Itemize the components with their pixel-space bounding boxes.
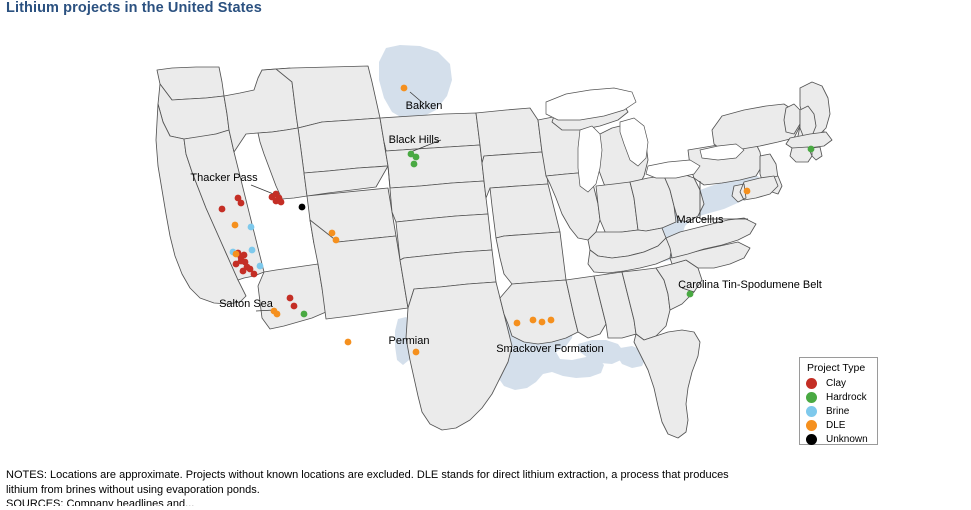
project-marker-brine[interactable] [248, 246, 256, 254]
project-marker-dle[interactable] [538, 318, 546, 326]
state-nebraska [387, 165, 489, 223]
project-marker-dle[interactable] [513, 319, 521, 327]
lake-huron [619, 117, 649, 167]
project-marker-dle[interactable] [344, 338, 352, 346]
project-marker-dle[interactable] [743, 187, 751, 195]
state-maryland [731, 175, 779, 203]
project-marker-clay[interactable] [250, 270, 258, 278]
project-marker-clay[interactable] [240, 251, 248, 259]
page-title: Lithium projects in the United States [6, 0, 262, 16]
legend-item-label: DLE [826, 419, 846, 431]
state-utah [257, 127, 308, 200]
project-marker-clay[interactable] [286, 294, 294, 302]
state-louisiana [499, 279, 579, 345]
state-texas [405, 281, 513, 431]
legend-item-label: Brine [826, 405, 850, 417]
legend-item-hardrock[interactable]: Hardrock [806, 390, 872, 404]
project-marker-dle[interactable] [529, 316, 537, 324]
notes-line-2: lithium from brines without using evapor… [6, 483, 260, 496]
legend-item-label: Hardrock [826, 391, 867, 403]
project-marker-hardrock[interactable] [407, 150, 415, 158]
legend-item-label: Unknown [826, 433, 868, 445]
circle-marker-icon [806, 391, 817, 403]
state-missouri [489, 183, 561, 239]
legend-title: Project Type [807, 362, 866, 374]
lake-michigan [577, 125, 603, 193]
project-marker-hardrock[interactable] [807, 145, 815, 153]
state-rhodeisland [811, 146, 823, 161]
state-boundaries-layer [155, 65, 833, 439]
project-marker-hardrock[interactable] [686, 290, 694, 298]
project-marker-dle[interactable] [332, 236, 340, 244]
legend-item-label: Clay [826, 377, 847, 389]
project-marker-dle[interactable] [412, 348, 420, 356]
state-arkansas [495, 231, 567, 285]
project-marker-clay[interactable] [290, 302, 298, 310]
project-marker-clay[interactable] [237, 199, 245, 207]
state-massachusetts [785, 131, 833, 149]
basin-bakken [379, 45, 452, 119]
leader-thacker-pass [250, 184, 277, 196]
map-label-bakken: Bakken [406, 100, 443, 112]
project-marker-clay[interactable] [239, 267, 247, 275]
legend-item-brine[interactable]: Brine [806, 404, 872, 418]
map-label-smackover-formation: Smackover Formation [496, 343, 604, 355]
circle-marker-icon [806, 377, 817, 389]
project-marker-dle[interactable] [328, 229, 336, 237]
project-marker-brine[interactable] [247, 223, 255, 231]
circle-marker-icon [806, 405, 817, 417]
project-marker-clay[interactable] [246, 265, 254, 273]
project-marker-dle[interactable] [231, 221, 239, 229]
notes-block: NOTES: Locations are approximate. Projec… [6, 468, 964, 506]
project-marker-hardrock[interactable] [300, 310, 308, 318]
map-label-thacker-pass: Thacker Pass [190, 172, 258, 184]
state-mississippi [565, 275, 607, 339]
legend-item-clay[interactable]: Clay [806, 376, 872, 390]
project-marker-clay[interactable] [232, 260, 240, 268]
project-marker-hardrock[interactable] [410, 160, 418, 168]
project-marker-clay[interactable] [218, 205, 226, 213]
lake-ontario [699, 143, 745, 161]
legend-rows: Clay Hardrock Brine DLE Unknown [806, 376, 872, 446]
project-marker-clay[interactable] [234, 194, 242, 202]
notes-line-1: NOTES: Locations are approximate. Projec… [6, 469, 729, 481]
state-nevada [183, 129, 265, 281]
legend-item-dle[interactable]: DLE [806, 418, 872, 432]
project-marker-unknown[interactable] [298, 203, 306, 211]
state-vermont [783, 103, 801, 135]
state-florida [633, 329, 701, 439]
lithium-projects-map: Bakken Black Hills Thacker Pass Marcellus Ca… [0, 26, 971, 464]
state-connecticut [789, 146, 813, 163]
state-wyoming [297, 117, 389, 174]
state-virginia [665, 217, 757, 259]
map-labels-layer: Bakken Black Hills Thacker Pass Marcellus Ca… [190, 100, 821, 355]
map-label-salton-sea: Salton Sea [219, 298, 274, 310]
map-label-carolina-tin-spodumene: Carolina Tin-Spodumene Belt [678, 279, 822, 291]
circle-marker-icon [806, 433, 817, 445]
state-newhampshire [799, 105, 817, 139]
project-marker-dle[interactable] [547, 316, 555, 324]
state-newmexico [309, 219, 409, 320]
sources-line: SOURCES: Company headlines and... [6, 498, 195, 506]
project-markers-layer [218, 84, 815, 356]
map-label-black-hills: Black Hills [389, 134, 440, 146]
project-marker-dle[interactable] [232, 250, 240, 258]
project-marker-hardrock[interactable] [412, 153, 420, 161]
leader-black-hills [407, 139, 442, 154]
leader-bakken [409, 91, 425, 105]
map-label-permian: Permian [389, 335, 430, 347]
lake-erie [645, 159, 701, 179]
map-label-marcellus: Marcellus [676, 214, 724, 226]
great-lakes-layer [545, 87, 745, 193]
project-marker-dle[interactable] [400, 84, 408, 92]
circle-marker-icon [806, 419, 817, 431]
legend: Project Type Clay Hardrock Brine DLE Unknown [799, 357, 878, 445]
project-marker-clay[interactable] [277, 198, 285, 206]
lake-superior [545, 87, 637, 121]
state-westvirginia [663, 172, 705, 223]
project-marker-dle[interactable] [273, 310, 281, 318]
project-marker-brine[interactable] [256, 262, 264, 270]
legend-item-unknown[interactable]: Unknown [806, 432, 872, 446]
